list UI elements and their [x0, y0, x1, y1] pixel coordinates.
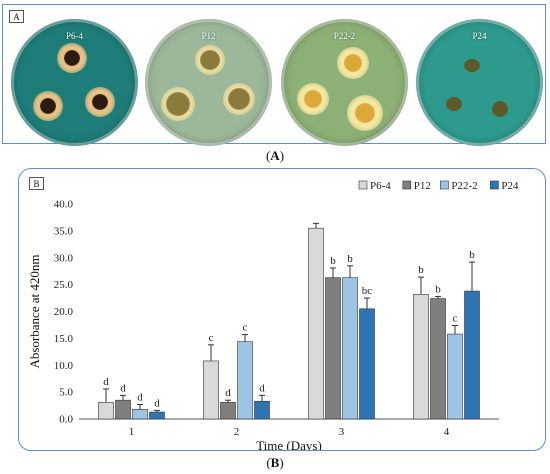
panel-b-caption: (B) — [266, 455, 284, 470]
fungal-colony — [228, 88, 250, 110]
y-tick-label: 40.0 — [54, 199, 74, 211]
panel-a-tag: A — [9, 10, 24, 23]
fungal-colony — [40, 98, 56, 114]
significance-letter: d — [225, 387, 231, 399]
significance-letter: c — [209, 332, 214, 344]
dish-label-p12: P12 — [201, 31, 216, 41]
x-tick-label: 1 — [129, 426, 135, 438]
petri-dish-p6-4: P6-4 — [11, 19, 138, 146]
bar — [149, 411, 165, 420]
bar — [98, 402, 114, 420]
bar — [447, 333, 463, 420]
significance-letter: c — [243, 322, 248, 334]
bar — [254, 400, 270, 420]
petri-dish-p12: P12 — [145, 19, 272, 146]
x-tick-label: 3 — [339, 426, 345, 438]
y-tick-label: 25.0 — [54, 279, 74, 291]
legend-label: P12 — [414, 180, 431, 192]
significance-letter: d — [103, 376, 109, 388]
bar — [132, 409, 148, 420]
legend-swatch — [440, 180, 449, 190]
fungal-colony — [200, 50, 220, 70]
bar — [203, 360, 219, 420]
bar — [359, 308, 375, 420]
significance-letter: bc — [362, 285, 373, 297]
dish-label-p24: P24 — [472, 31, 487, 41]
panel-b-tag: B — [29, 177, 44, 190]
significance-letter: b — [435, 283, 441, 295]
significance-letter: c — [453, 312, 458, 324]
x-axis-title: Time (Days) — [256, 438, 322, 450]
significance-letter: b — [418, 264, 424, 276]
fungal-colony — [464, 59, 480, 72]
fungal-colony — [355, 103, 375, 123]
fungal-colony — [492, 101, 508, 117]
bar — [308, 227, 324, 420]
significance-letter: d — [137, 391, 143, 403]
x-tick-label: 4 — [444, 426, 450, 438]
significance-letter: d — [120, 382, 126, 394]
legend-swatch — [358, 180, 368, 190]
fungal-colony — [304, 90, 322, 108]
y-tick-label: 15.0 — [54, 333, 74, 345]
panel-a-plates: A P6-4 P12 P22-2 P24 — [2, 4, 546, 146]
bar — [237, 341, 253, 420]
petri-dish-p22-2: P22-2 — [281, 19, 408, 146]
panel-b-chart: B 0.0 5.0 10.0 15.0 20.0 25.0 30.0 35.0 40.0 Abso… — [18, 168, 546, 451]
bar — [413, 294, 429, 420]
y-tick-label: 20.0 — [54, 306, 74, 318]
y-tick-label: 0.0 — [59, 414, 73, 426]
significance-letter: b — [347, 253, 353, 265]
legend-swatch — [402, 180, 412, 190]
fungal-colony — [344, 54, 362, 72]
legend-swatch — [490, 180, 499, 190]
fungal-colony — [446, 97, 462, 111]
legend-label: P22-2 — [451, 180, 477, 192]
significance-letter: d — [154, 397, 160, 409]
y-tick-label: 35.0 — [54, 225, 74, 237]
significance-letter: d — [259, 382, 265, 394]
dish-label-p6-4: P6-4 — [65, 31, 83, 41]
bar — [430, 298, 446, 420]
fungal-colony — [166, 92, 190, 116]
legend-label: P24 — [501, 180, 519, 192]
bar — [220, 402, 236, 420]
y-tick-label: 5.0 — [59, 387, 73, 399]
dish-label-p22-2: P22-2 — [333, 31, 356, 41]
bar — [464, 290, 480, 420]
bar — [342, 277, 358, 420]
bar — [325, 277, 341, 420]
significance-letter: b — [469, 249, 475, 261]
legend-label: P6-4 — [370, 180, 391, 192]
absorbance-bar-chart: 0.0 5.0 10.0 15.0 20.0 25.0 30.0 35.0 40.0 Absorb… — [27, 180, 519, 450]
significance-letter: b — [330, 255, 336, 267]
panel-a-caption: (A) — [265, 148, 285, 163]
petri-dish-p24: P24 — [416, 19, 543, 146]
x-tick-label: 2 — [234, 426, 240, 438]
y-axis-title: Absorbance at 420nm — [27, 254, 42, 368]
fungal-colony — [64, 50, 80, 66]
bar — [115, 399, 131, 420]
y-tick-label: 30.0 — [54, 252, 74, 264]
y-tick-label: 10.0 — [54, 360, 74, 372]
fungal-colony — [92, 94, 108, 110]
